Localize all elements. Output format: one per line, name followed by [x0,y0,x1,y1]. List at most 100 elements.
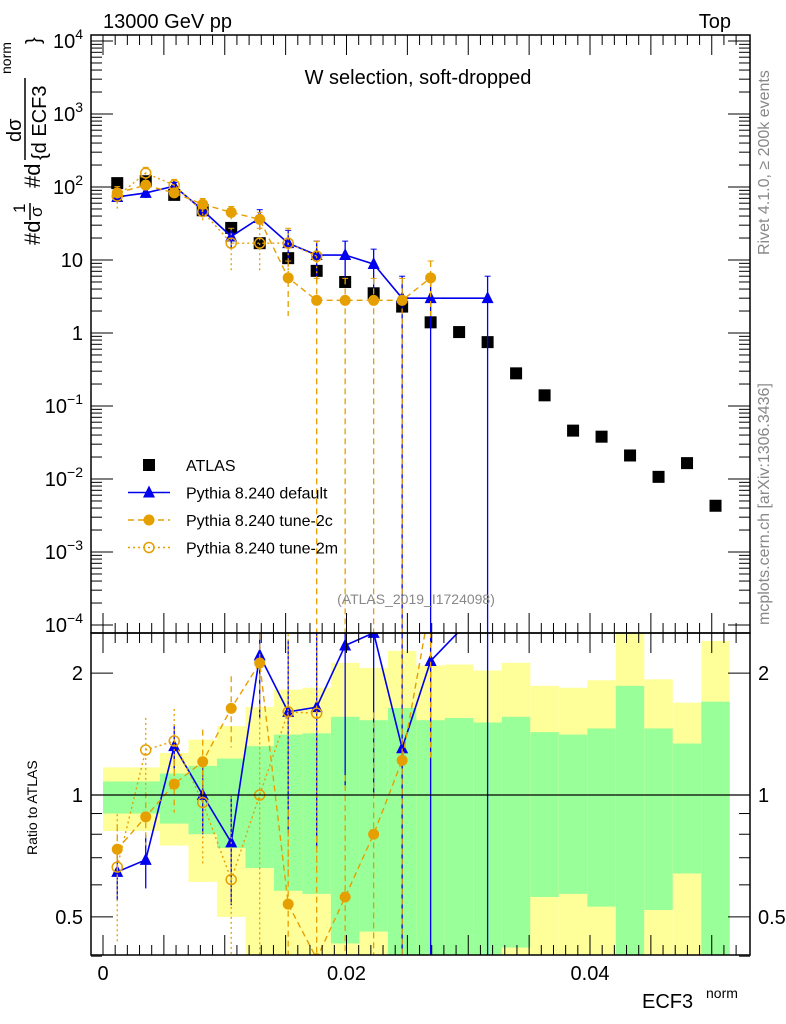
ylabel-part: #d [20,221,45,245]
x-axis-label: ECF3 norm [642,985,738,1013]
atlas-data-point [453,326,466,339]
atlas-data-point [652,470,665,483]
pythia-8-240-tune-2c-ratio-point [140,811,152,823]
pythia-8-240-default-ratio-point [139,852,152,865]
ratio-y-tick-label-right: 2 [758,663,769,685]
inner-band-bin [501,716,531,948]
legend-marker-pythia-8-240-default [143,485,155,498]
pythia-8-240-default-point [139,185,152,198]
ylabel-part: σ [27,206,46,217]
pythia-8-240-tune-2c-ratio-point [282,898,294,910]
pythia-8-240-tune-2m-point [282,237,294,249]
pythia-8-240-tune-2c-point [282,272,294,284]
pythia-8-240-default-point [424,291,437,304]
y-tick-label: 103 [53,99,83,126]
pythia-8-240-default-point [282,236,295,249]
xlabel-main: ECF3 [642,991,693,1013]
inner-band-bin [672,743,702,874]
pythia-8-240-tune-2m-point [253,237,266,249]
y-tick-label: 104 [53,26,83,53]
ratio-y-tick-label: 0.5 [55,907,83,929]
pythia-8-240-tune-2c-point [254,213,266,225]
pythia-8-240-tune-2c-ratio-point [254,657,266,669]
pythia-8-240-default-ratio-point [339,638,352,651]
legend-label: Pythia 8.240 default [186,486,328,503]
y-tick-label: 10 [61,250,83,272]
pythia-8-240-tune-2m-ratio-point [196,796,209,809]
inner-band-bin [530,732,559,897]
legend-marker-atlas [143,459,155,471]
legend-label: Pythia 8.240 tune-2c [186,513,333,530]
header-right: Top [699,11,731,33]
pythia-8-240-tune-2c-ratio-point [339,891,351,903]
ratio-series-group [111,633,489,955]
pythia-8-240-default-point [367,257,380,270]
ratio-uncertainty-bands [103,633,730,955]
analysis-label: (ATLAS_2019_I1724098) [337,591,495,607]
pythia-8-240-tune-2c-ratio-point [368,828,380,840]
pythia-8-240-tune-2c-ratio-point [396,754,408,766]
pythia-8-240-tune-2m-ratio-point [168,735,180,747]
pythia-8-240-tune-2m-ratio-point [310,707,323,720]
pythia-8-240-tune-2c-point [339,294,351,306]
ylabel-part: #d [20,164,45,188]
header-left: 13000 GeV pp [103,11,232,33]
legend-marker-pythia-8-240-tune-2m [143,541,155,554]
pythia-8-240-tune-2m-ratio-point [111,861,123,873]
ylabel-part: norm [0,42,14,74]
pythia-8-240-tune-2m-point [225,237,237,249]
xlabel-sup: norm [706,985,738,1001]
ylabel-part: 1 [10,204,29,213]
pythia-8-240-tune-2m-point [139,167,152,179]
pythia-8-240-tune-2c-point [368,294,380,306]
ylabel-part: } [23,37,45,44]
y-tick-label: 10−1 [45,391,83,418]
plot-title: W selection, soft-dropped [305,67,532,89]
pythia-8-240-default-ratio-point [424,653,437,666]
legend-label: ATLAS [186,458,236,475]
inner-band-bin [701,701,730,955]
pythia-8-240-default-ratio-point [396,741,409,754]
pythia-8-240-tune-2c-ratio-point [168,778,180,790]
inner-band-bin [444,717,474,955]
pythia-8-240-tune-2m-point [196,205,209,218]
pythia-8-240-tune-2c-point [425,272,437,284]
y-tick-label: 1 [72,323,83,345]
pythia-8-240-tune-2m-point [168,179,180,191]
ylabel-part: dσ [4,118,26,142]
legend-marker-pythia-8-240-tune-2c [143,514,155,526]
pythia-8-240-default-point [481,291,494,304]
pythia-8-240-default-point [339,248,352,261]
pythia-8-240-tune-2c-ratio-point [111,843,123,855]
inner-band-bin [103,781,132,814]
legend: ATLAS Pythia 8.240 default Pythia 8.240 tu… [128,458,338,558]
atlas-data-point [709,499,722,512]
ratio-y-tick-label-right: 0.5 [758,907,786,929]
ratio-y-tick-label-right: 1 [758,785,769,807]
inner-band-bin [558,734,588,894]
pythia-8-240-default-ratio-point [225,835,238,848]
side-label-mcplots: mcplots.cern.ch [arXiv:1306.3436] [756,383,773,625]
atlas-data-point [510,367,523,380]
atlas-data-point [681,457,694,470]
ratio-y-axis-label: Ratio to ATLAS [24,760,40,855]
ylabel-part: {d ECF3 [29,86,51,160]
y-tick-label: 10−4 [45,610,83,637]
x-tick-label: 0.02 [327,963,366,985]
x-tick-label: 0 [97,963,108,985]
ratio-plot-frame [90,632,751,956]
pythia-8-240-tune-2c-point [311,294,323,306]
atlas-data-point [567,424,580,437]
legend-label: Pythia 8.240 tune-2m [186,541,338,558]
inner-band-bin [587,728,616,907]
pythia-8-240-tune-2m-point [111,190,123,202]
pythia-8-240-default-point [310,248,323,261]
atlas-data-point [253,237,266,250]
atlas-data-point [538,389,551,402]
main-series-group [111,166,722,633]
y-axis-label: #d 1 σ #d dσ {d ECF3 norm } [0,37,51,245]
inner-band-bin [644,728,673,911]
atlas-data-point [595,430,608,443]
